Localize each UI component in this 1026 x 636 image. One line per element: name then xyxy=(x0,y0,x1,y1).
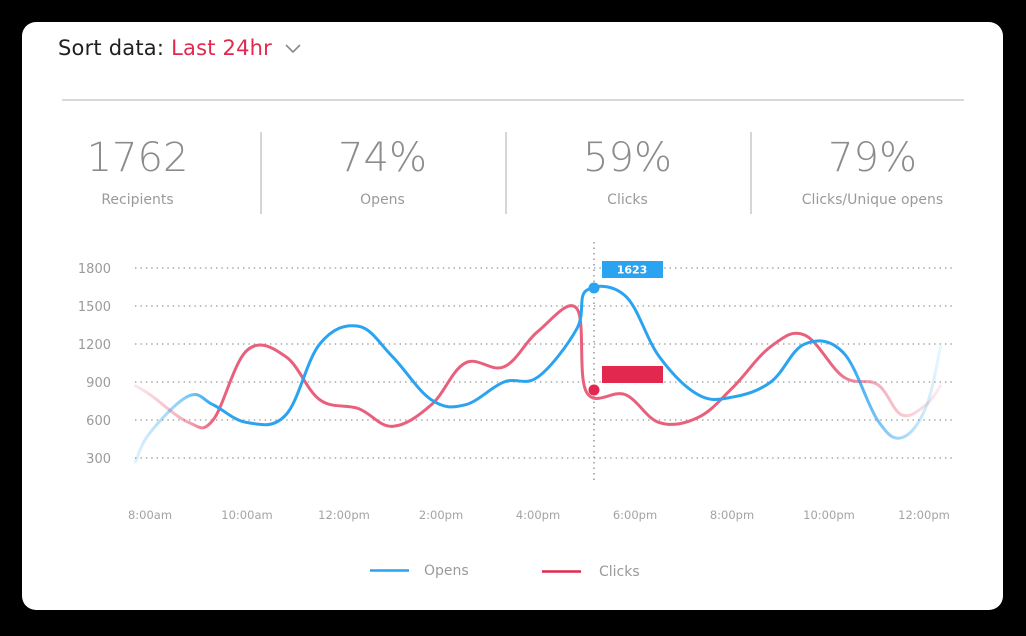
y-tick-label: 1200 xyxy=(78,338,111,353)
opens-hover-marker xyxy=(588,282,600,294)
x-axis-ticks: 8:00am 10:00am 12:00pm 2:00pm 4:00pm 6:00pm 8:… xyxy=(128,508,950,522)
stat-opens: 74% Opens xyxy=(260,130,505,216)
y-tick-label: 900 xyxy=(86,376,111,391)
x-tick-label: 4:00pm xyxy=(516,508,560,522)
opens-tooltip-value: 1623 xyxy=(617,264,648,277)
stat-value: 1762 xyxy=(86,135,189,181)
x-tick-label: 8:00pm xyxy=(710,508,754,522)
stat-value: 59% xyxy=(583,135,672,181)
y-tick-label: 600 xyxy=(86,414,111,429)
x-tick-label: 8:00am xyxy=(128,508,172,522)
sort-dropdown-value[interactable]: Last 24hr xyxy=(171,36,272,60)
x-tick-label: 6:00pm xyxy=(613,508,657,522)
legend-item-opens[interactable]: Opens xyxy=(370,563,469,579)
stat-value: 79% xyxy=(828,135,917,181)
stat-clicks-unique-opens: 79% Clicks/Unique opens xyxy=(750,130,995,216)
stat-label: Recipients xyxy=(101,192,174,208)
x-tick-label: 2:00pm xyxy=(419,508,463,522)
y-tick-label: 1800 xyxy=(78,262,111,277)
legend-label-opens: Opens xyxy=(424,563,469,579)
sort-label: Sort data: xyxy=(58,36,165,60)
x-tick-label: 12:00pm xyxy=(318,508,370,522)
clicks-tooltip xyxy=(602,366,663,383)
clicks-hover-marker xyxy=(588,384,600,396)
x-tick-label: 10:00pm xyxy=(803,508,855,522)
y-axis-ticks: 1800 1500 1200 900 600 300 xyxy=(78,262,111,467)
opens-series-line[interactable] xyxy=(133,284,943,464)
header-divider xyxy=(62,99,964,101)
x-tick-label: 10:00am xyxy=(221,508,272,522)
stat-label: Clicks/Unique opens xyxy=(801,192,944,208)
stat-value: 74% xyxy=(338,135,427,181)
legend-label-clicks: Clicks xyxy=(599,564,640,580)
stat-recipients: 1762 Recipients xyxy=(15,130,260,216)
clicks-series-line[interactable] xyxy=(133,304,943,430)
stat-clicks: 59% Clicks xyxy=(505,130,750,216)
stat-label: Opens xyxy=(360,192,405,208)
y-tick-label: 1500 xyxy=(78,300,111,315)
stats-row: 1762 Recipients 74% Opens 59% Clicks 79%… xyxy=(62,130,1026,216)
x-tick-label: 12:00pm xyxy=(898,508,950,522)
analytics-card xyxy=(22,22,1003,610)
legend-item-clicks[interactable]: Clicks xyxy=(542,564,640,580)
sort-control[interactable]: Sort data: Last 24hr xyxy=(58,32,302,64)
opens-tooltip: 1623 xyxy=(602,261,663,278)
stat-label: Clicks xyxy=(607,192,648,208)
y-tick-label: 300 xyxy=(86,452,111,467)
legend: Opens Clicks xyxy=(370,563,640,580)
chevron-down-icon[interactable] xyxy=(284,39,302,57)
